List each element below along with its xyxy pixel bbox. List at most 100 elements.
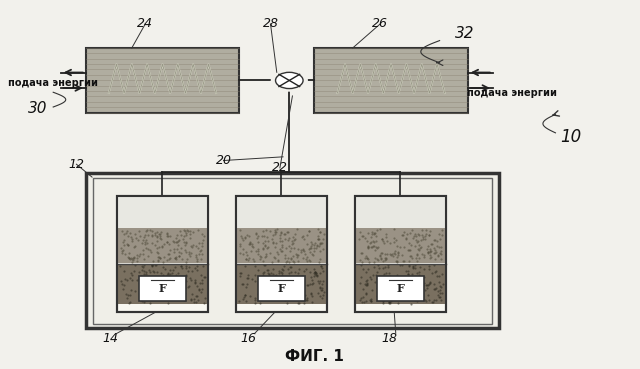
Point [355, 229, 365, 235]
Point [412, 298, 422, 304]
Point [283, 255, 293, 261]
Point [265, 292, 275, 298]
Point [305, 281, 315, 287]
Point [172, 239, 182, 245]
Point [391, 258, 401, 264]
Point [401, 268, 412, 274]
Point [196, 289, 206, 295]
Point [255, 254, 265, 259]
Point [367, 231, 377, 237]
Point [357, 299, 367, 305]
Point [413, 294, 423, 300]
Bar [117, 196, 208, 312]
Point [137, 288, 147, 294]
Point [241, 249, 252, 255]
Point [262, 294, 272, 300]
Point [264, 294, 274, 300]
Point [394, 252, 404, 258]
Point [186, 243, 196, 249]
Point [142, 239, 152, 245]
Point [356, 273, 366, 279]
Point [258, 245, 268, 251]
Text: 32: 32 [455, 26, 474, 41]
Bar [86, 173, 499, 328]
Point [175, 281, 185, 287]
Point [298, 247, 308, 253]
Point [428, 299, 438, 305]
Point [433, 253, 443, 259]
Point [356, 294, 366, 300]
Point [268, 275, 278, 281]
Point [188, 296, 198, 302]
Point [407, 255, 417, 261]
Point [159, 266, 170, 272]
Point [132, 255, 142, 261]
Point [314, 256, 324, 262]
Point [435, 236, 445, 242]
Point [260, 253, 271, 259]
Point [285, 280, 295, 286]
Point [141, 228, 151, 234]
Point [183, 268, 193, 274]
Point [299, 248, 309, 254]
Point [378, 297, 388, 303]
Point [180, 272, 191, 278]
Text: ФИГ. 1: ФИГ. 1 [285, 349, 344, 363]
Point [393, 249, 403, 255]
Point [251, 248, 261, 254]
Point [417, 252, 428, 258]
Point [157, 244, 167, 250]
Point [191, 255, 201, 261]
Point [262, 234, 272, 239]
Point [291, 251, 301, 256]
Text: F: F [278, 283, 285, 294]
Point [181, 232, 191, 238]
Point [366, 276, 376, 282]
Point [276, 272, 287, 278]
Point [413, 232, 424, 238]
Point [413, 242, 424, 248]
Point [378, 283, 388, 289]
Point [147, 262, 157, 268]
Point [315, 229, 325, 235]
Point [422, 282, 433, 288]
Point [167, 281, 177, 287]
Point [385, 287, 395, 293]
Point [375, 252, 385, 258]
Point [436, 284, 446, 290]
Point [355, 257, 365, 263]
Point [234, 298, 244, 304]
Point [253, 267, 263, 273]
Point [289, 274, 300, 280]
Point [159, 282, 169, 288]
Point [381, 270, 391, 276]
Point [192, 263, 202, 269]
Point [258, 258, 268, 264]
Point [126, 270, 136, 276]
Point [289, 259, 300, 265]
Point [313, 290, 323, 296]
Point [147, 233, 157, 239]
Point [253, 291, 264, 297]
Point [312, 242, 322, 248]
Text: F: F [397, 283, 404, 294]
Point [317, 285, 327, 291]
Point [273, 270, 284, 276]
Text: 24: 24 [137, 17, 153, 31]
Point [242, 282, 252, 287]
Point [376, 250, 387, 256]
Point [240, 263, 250, 269]
Point [281, 259, 291, 265]
Point [127, 259, 137, 265]
Point [154, 244, 164, 249]
Point [395, 283, 405, 289]
Point [138, 247, 148, 253]
Point [297, 234, 307, 239]
Point [193, 245, 204, 251]
Bar [355, 228, 446, 263]
Point [244, 239, 255, 245]
Point [157, 274, 168, 280]
Point [412, 251, 422, 256]
Point [198, 263, 208, 269]
Point [127, 272, 137, 278]
